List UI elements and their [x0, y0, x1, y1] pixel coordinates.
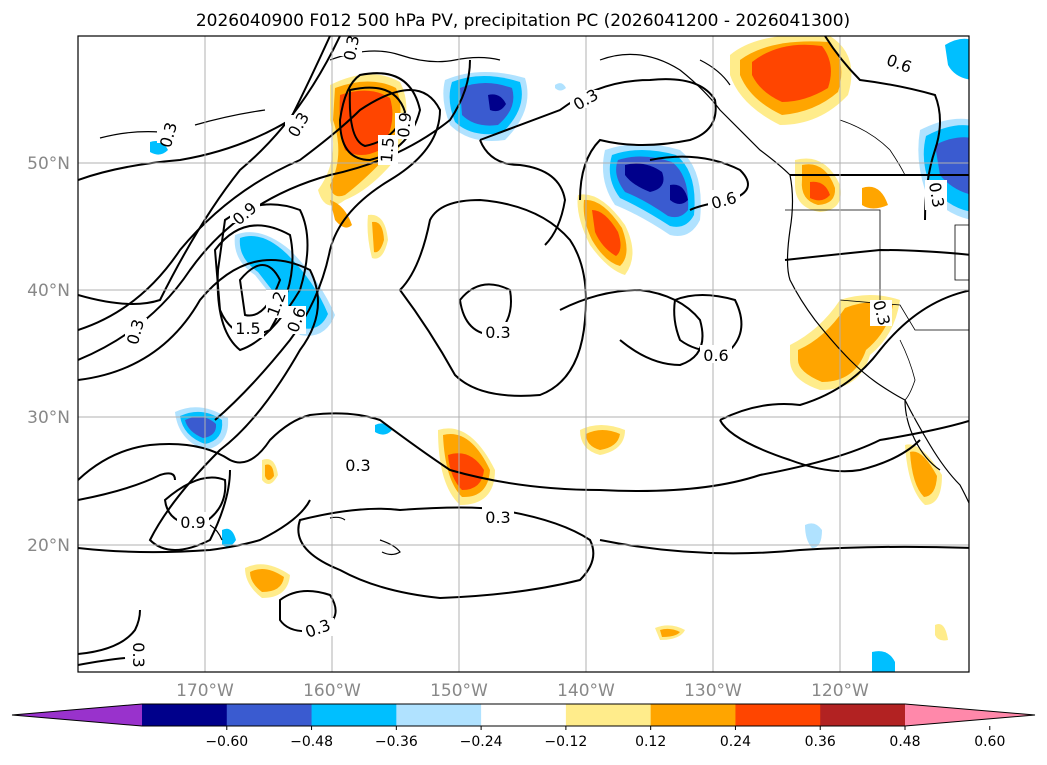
colorbar-swatch — [735, 704, 821, 726]
lon-label-120w: 120°W — [811, 681, 869, 701]
pv-contour-label: 0.3 — [340, 34, 363, 62]
colorbar-outline — [11, 703, 1036, 727]
precip-negative-anomalies — [150, 38, 969, 672]
pv-contour-label: 1.5 — [235, 319, 260, 338]
lat-label-40n: 40°N — [27, 281, 70, 301]
colorbar-swatch — [650, 704, 736, 726]
longitude-labels: 170°W 160°W 150°W 140°W 130°W 120°W — [176, 681, 869, 701]
lon-label-160w: 160°W — [303, 681, 361, 701]
precip-positive-anomalies — [245, 36, 948, 641]
colorbar-tick-label: −0.48 — [290, 734, 333, 750]
colorbar-tick-label: 0.48 — [889, 734, 920, 750]
lon-label-130w: 130°W — [684, 681, 742, 701]
colorbar-swatch — [481, 704, 567, 726]
latitude-labels: 50°N 40°N 30°N 20°N — [27, 154, 70, 556]
pv-contour-label: 0.3 — [485, 323, 510, 342]
coastlines — [99, 50, 969, 556]
map-content: 0.3 0.3 0.3 0.3 0.3 0.3 0.3 0.3 0.6 0.6 — [78, 34, 969, 672]
pv-contour-label: 0.3 — [485, 508, 510, 527]
pv-contour-label: 0.6 — [703, 346, 728, 365]
colorbar: −0.60 −0.48 −0.36 −0.24 −0.12 0.12 0.24 0.36 0.4… — [11, 703, 1036, 750]
map-area: 0.3 0.3 0.3 0.3 0.3 0.3 0.3 0.3 0.6 0.6 — [27, 34, 970, 701]
map-title: 2026040900 F012 500 hPa PV, precipitatio… — [196, 11, 850, 31]
colorbar-tick-label: 0.36 — [805, 734, 836, 750]
lon-label-150w: 150°W — [430, 681, 488, 701]
pv-contour-label: 1.5 — [377, 136, 398, 163]
pv-contour-label: 0.3 — [129, 642, 148, 667]
lat-label-30n: 30°N — [27, 408, 70, 428]
colorbar-swatch — [226, 704, 313, 726]
lon-label-170w: 170°W — [176, 681, 234, 701]
colorbar-tick-label: −0.24 — [460, 734, 503, 750]
colorbar-tick-label: −0.60 — [205, 734, 248, 750]
colorbar-tick-label: 0.60 — [974, 734, 1005, 750]
colorbar-swatch — [565, 704, 652, 726]
colorbar-extend-min — [12, 704, 142, 726]
pv-contour-label: 0.9 — [180, 513, 205, 532]
colorbar-swatch — [820, 704, 906, 726]
colorbar-tick-label: 0.12 — [635, 734, 666, 750]
lat-label-50n: 50°N — [27, 154, 70, 174]
map-frame — [77, 35, 970, 673]
lat-label-20n: 20°N — [27, 536, 70, 556]
colorbar-extend-max — [905, 704, 1035, 726]
country-borders — [785, 36, 969, 401]
pv-contour-label: 0.3 — [345, 456, 370, 475]
colorbar-tick-label: −0.12 — [544, 734, 587, 750]
colorbar-swatch — [396, 704, 482, 726]
colorbar-swatch — [311, 704, 397, 726]
colorbar-tick-label: −0.36 — [375, 734, 418, 750]
pv-contour-label: 0.9 — [394, 111, 415, 138]
colorbar-tick-label: 0.24 — [720, 734, 751, 750]
lon-label-140w: 140°W — [557, 681, 615, 701]
graticule — [78, 36, 969, 672]
colorbar-swatch — [142, 704, 228, 726]
pv-contour-label: 0.3 — [925, 181, 948, 209]
